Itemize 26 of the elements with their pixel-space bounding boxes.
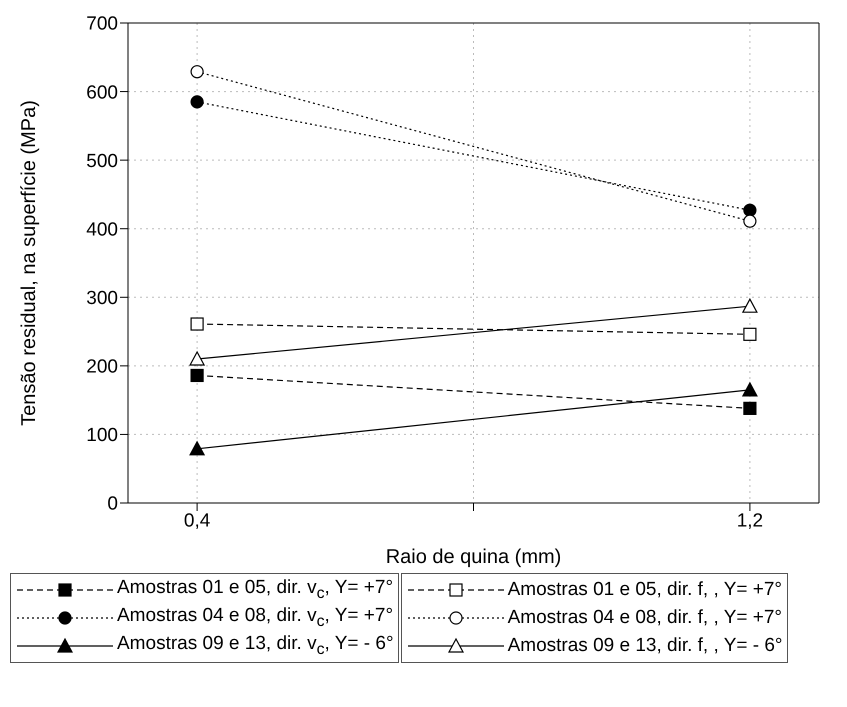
y-tick-label: 500 [86, 150, 118, 172]
x-tick-label: 0,4 [184, 510, 211, 532]
legend-label: Amostras 09 e 13, dir. f, , Y= - 6° [508, 635, 783, 656]
y-tick-label: 100 [86, 425, 118, 446]
x-tick-label: 1,2 [736, 510, 764, 532]
legend-label: Amostras 04 e 08, dir. f, , Y= +7° [508, 607, 782, 628]
point [743, 214, 756, 228]
legend-label: Amostras 01 e 05, dir. v$_{c}$, Y= +7° [117, 577, 394, 602]
legend-label: Amostras 09 e 13, dir. v$_{c}$, Y= - 6° [117, 633, 394, 658]
point [743, 402, 756, 415]
legend-label: Amostras 04 e 08, dir. v$_{c}$, Y= +7° [117, 605, 394, 630]
legend-label: Amostras 01 e 05, dir. f, , Y= +7° [508, 579, 782, 600]
y-tick-label: 700 [86, 14, 118, 35]
y-tick-label: 300 [86, 288, 118, 310]
point [190, 317, 204, 331]
point [190, 368, 204, 382]
y-tick-label: 0 [107, 494, 118, 515]
y-axis-title: Tensão residual, na superfície (MPa) [18, 100, 40, 426]
point [743, 204, 756, 217]
y-tick-label: 600 [86, 82, 118, 104]
point [190, 65, 204, 78]
y-tick-label: 200 [86, 356, 118, 378]
x-axis-title: Raio de quina (mm) [386, 546, 562, 568]
point [743, 328, 756, 341]
point [190, 95, 204, 108]
y-tick-label: 400 [86, 219, 118, 240]
